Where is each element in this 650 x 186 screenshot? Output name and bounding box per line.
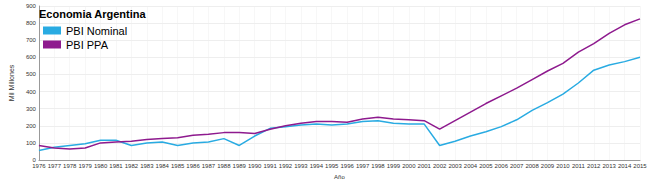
svg-text:2005: 2005 bbox=[479, 163, 493, 169]
svg-text:1987: 1987 bbox=[202, 163, 216, 169]
svg-text:400: 400 bbox=[26, 89, 37, 95]
svg-text:1983: 1983 bbox=[140, 163, 154, 169]
svg-text:1993: 1993 bbox=[294, 163, 308, 169]
svg-text:Mil Millones: Mil Millones bbox=[8, 64, 15, 101]
svg-text:1984: 1984 bbox=[156, 163, 170, 169]
svg-text:Economia Argentina: Economia Argentina bbox=[39, 8, 146, 20]
svg-text:2015: 2015 bbox=[633, 163, 647, 169]
svg-text:500: 500 bbox=[26, 71, 37, 77]
svg-text:1992: 1992 bbox=[279, 163, 293, 169]
svg-text:2012: 2012 bbox=[587, 163, 601, 169]
svg-text:300: 300 bbox=[26, 106, 37, 112]
svg-text:2014: 2014 bbox=[618, 163, 632, 169]
svg-text:Año: Año bbox=[334, 174, 345, 180]
svg-text:2011: 2011 bbox=[572, 163, 586, 169]
svg-text:800: 800 bbox=[26, 20, 37, 26]
svg-text:2008: 2008 bbox=[525, 163, 539, 169]
svg-text:1985: 1985 bbox=[171, 163, 185, 169]
svg-text:2000: 2000 bbox=[402, 163, 416, 169]
svg-text:2007: 2007 bbox=[510, 163, 524, 169]
svg-text:2009: 2009 bbox=[541, 163, 555, 169]
svg-text:2004: 2004 bbox=[464, 163, 478, 169]
svg-text:1988: 1988 bbox=[217, 163, 231, 169]
svg-text:1999: 1999 bbox=[387, 163, 401, 169]
svg-text:900: 900 bbox=[26, 3, 37, 9]
svg-text:1991: 1991 bbox=[263, 163, 277, 169]
svg-text:PBI PPA: PBI PPA bbox=[66, 39, 109, 51]
svg-text:1995: 1995 bbox=[325, 163, 339, 169]
svg-text:100: 100 bbox=[26, 140, 37, 146]
svg-text:700: 700 bbox=[26, 37, 37, 43]
svg-text:1979: 1979 bbox=[78, 163, 92, 169]
svg-text:1997: 1997 bbox=[356, 163, 370, 169]
svg-text:200: 200 bbox=[26, 123, 37, 129]
svg-text:1994: 1994 bbox=[310, 163, 324, 169]
svg-text:1998: 1998 bbox=[371, 163, 385, 169]
svg-text:2003: 2003 bbox=[448, 163, 462, 169]
svg-text:1986: 1986 bbox=[186, 163, 200, 169]
svg-text:1976: 1976 bbox=[32, 163, 46, 169]
svg-text:2001: 2001 bbox=[418, 163, 432, 169]
svg-text:1996: 1996 bbox=[340, 163, 354, 169]
svg-text:1978: 1978 bbox=[63, 163, 77, 169]
svg-text:600: 600 bbox=[26, 54, 37, 60]
svg-text:1981: 1981 bbox=[109, 163, 123, 169]
svg-text:1982: 1982 bbox=[125, 163, 139, 169]
svg-text:0: 0 bbox=[32, 157, 36, 163]
svg-text:1977: 1977 bbox=[48, 163, 62, 169]
svg-text:2013: 2013 bbox=[602, 163, 616, 169]
svg-text:2010: 2010 bbox=[556, 163, 570, 169]
svg-text:2002: 2002 bbox=[433, 163, 447, 169]
svg-text:1990: 1990 bbox=[248, 163, 262, 169]
svg-text:1989: 1989 bbox=[233, 163, 247, 169]
svg-text:2006: 2006 bbox=[495, 163, 509, 169]
svg-text:1980: 1980 bbox=[94, 163, 108, 169]
svg-text:PBI Nominal: PBI Nominal bbox=[66, 25, 127, 37]
